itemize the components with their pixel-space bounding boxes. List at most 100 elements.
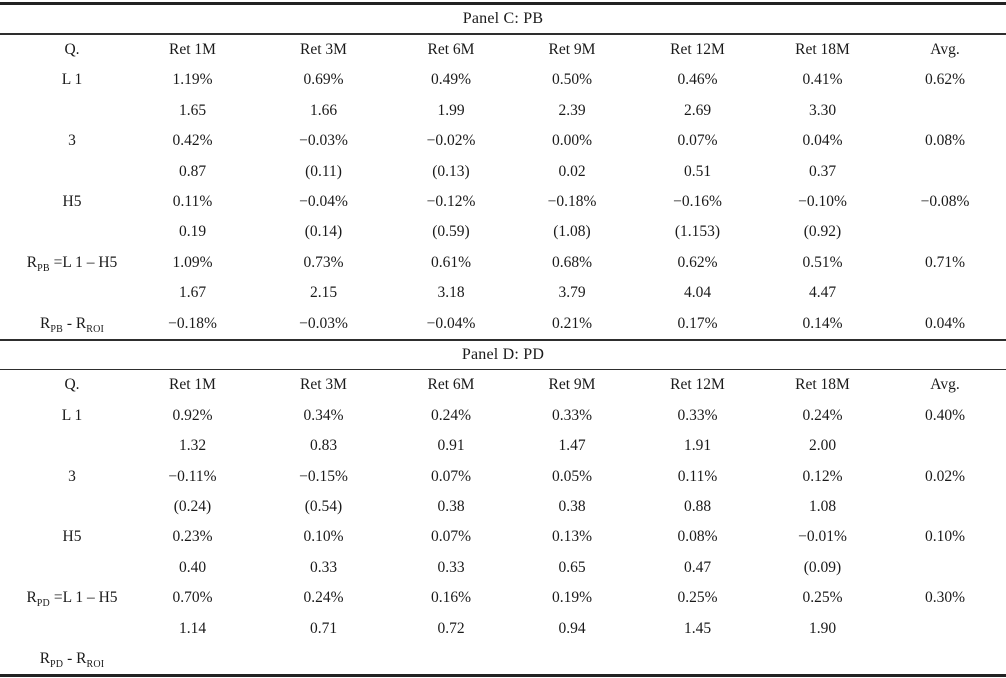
table-row: 1.65 1.66 1.99 2.39 2.69 3.30 [0,96,1006,126]
table-row: 1.14 0.71 0.72 0.94 1.45 1.90 [0,613,1006,643]
data-cell: (0.14) [304,223,343,241]
data-cell: 0.33% [677,406,718,424]
data-cell: 0.07% [430,528,472,546]
data-cell: 0.14% [802,314,843,332]
table-row: 0.40 0.33 0.33 0.65 0.47 (0.09) [0,553,1006,583]
data-cell: 0.47 [683,558,712,576]
panel-d-rows: L 1 0.92% 0.34% 0.24% 0.33% 0.33% 0.24% 0.40% 1.… [0,401,1006,675]
row-label-text: L 1 [61,71,83,89]
data-cell: 1.32 [178,437,207,455]
column-header-row: Q. Ret 1M Ret 3M Ret 6M Ret 9M Ret 12M Ret 18M… [0,35,1006,65]
data-cell: 0.62% [677,253,718,271]
table-row: 1.67 2.15 3.18 3.79 4.04 4.47 [0,278,1006,308]
data-cell: −0.18% [547,192,597,210]
data-cell: (0.09) [803,558,842,576]
data-cell: 0.88 [683,498,712,516]
data-cell: 0.23% [172,528,213,546]
panel-d-title: Panel D: PD [461,345,545,363]
data-cell: 1.91 [683,437,712,455]
data-cell: 1.19% [172,71,213,89]
row-label: RPB =L 1 – H5 [0,248,130,278]
row-label: 3 [0,126,130,156]
data-cell: 0.02% [924,467,966,485]
column-header: Ret 18M [795,376,850,394]
data-cell: −0.01% [798,528,847,546]
data-cell: −0.08% [920,192,970,210]
data-cell: 0.51% [802,253,843,271]
data-cell: 0.10% [303,528,344,546]
data-cell: 0.00% [551,132,593,150]
data-cell: 0.10% [924,528,966,546]
data-cell: 0.07% [677,132,718,150]
row-label [0,431,130,461]
data-cell: 0.62% [924,71,966,89]
table-row: H5 0.11% −0.04% −0.12% −0.18% −0.16% −0.10% −0.… [0,187,1006,217]
data-cell: 2.15 [309,284,338,302]
row-label [0,492,130,522]
panel-c-header-divider [0,33,1006,35]
data-cell [761,644,884,674]
row-label-text: R [26,589,37,607]
data-cell: 0.37 [808,162,837,180]
data-cell: (0.11) [305,162,342,180]
data-cell: 0.92% [172,406,213,424]
data-cell [884,553,1006,583]
data-cell: 1.08 [808,498,837,516]
row-label [0,278,130,308]
row-label-text: - R [63,650,87,667]
table-row: 3 0.42% −0.03% −0.02% 0.00% 0.07% 0.04% 0.08% [0,126,1006,156]
row-label-text: - R [62,314,87,332]
row-label [0,217,130,247]
panel-d-table: Q. Ret 1M Ret 3M Ret 6M Ret 9M Ret 12M Ret 18M… [0,370,1006,674]
data-cell [255,644,392,674]
data-cell: 0.12% [802,467,843,485]
row-label [0,96,130,126]
data-cell: 0.25% [677,589,718,607]
table-row: H5 0.23% 0.10% 0.07% 0.13% 0.08% −0.01% 0.10% [0,522,1006,552]
column-header: Ret 1M [169,376,216,394]
row-label [0,156,130,186]
data-cell: 2.00 [808,437,837,455]
row-label-subscript: ROI [86,659,105,671]
data-cell: −0.12% [426,192,476,210]
data-cell: −0.18% [168,314,217,332]
column-header: Ret 9M [548,40,596,58]
row-label: RPB - RROI [0,308,130,338]
data-cell: 0.11% [172,192,213,210]
data-cell: −0.03% [299,314,348,332]
data-cell [634,644,761,674]
data-cell: 0.16% [430,589,472,607]
data-cell: 0.71 [309,619,338,637]
data-cell [884,613,1006,643]
column-header: Ret 12M [670,40,725,58]
data-cell: 1.66 [309,101,338,119]
column-header-row: Q. Ret 1M Ret 3M Ret 6M Ret 9M Ret 12M Ret 18M… [0,370,1006,400]
row-label-text: =L 1 – H5 [49,589,118,607]
row-label [0,613,130,643]
data-cell: 3.18 [437,284,465,302]
row-label: H5 [0,522,130,552]
column-header: Ret 3M [300,40,347,58]
data-cell: 0.13% [551,528,593,546]
data-cell: 0.94 [558,619,586,637]
data-cell: 0.42% [172,132,213,150]
data-cell: 0.21% [551,314,593,332]
data-cell: 0.87 [178,162,207,180]
data-cell: 0.68% [551,253,593,271]
row-label-subscript: PD [50,659,64,671]
data-cell: 0.69% [303,71,344,89]
data-cell: 0.33 [437,558,465,576]
data-cell: −0.02% [426,132,476,150]
data-cell [884,156,1006,186]
data-cell: 0.02 [558,162,586,180]
data-cell [884,492,1006,522]
data-cell: 0.65 [558,558,586,576]
data-cell: 0.51 [683,162,712,180]
panel-d-header-divider [0,368,1006,371]
data-cell: 0.17% [677,314,718,332]
data-cell: (0.59) [432,223,470,241]
data-cell: (0.54) [304,498,343,516]
table-row: (0.24) (0.54) 0.38 0.38 0.88 1.08 [0,492,1006,522]
panel-c-title: Panel C: PB [462,10,544,27]
